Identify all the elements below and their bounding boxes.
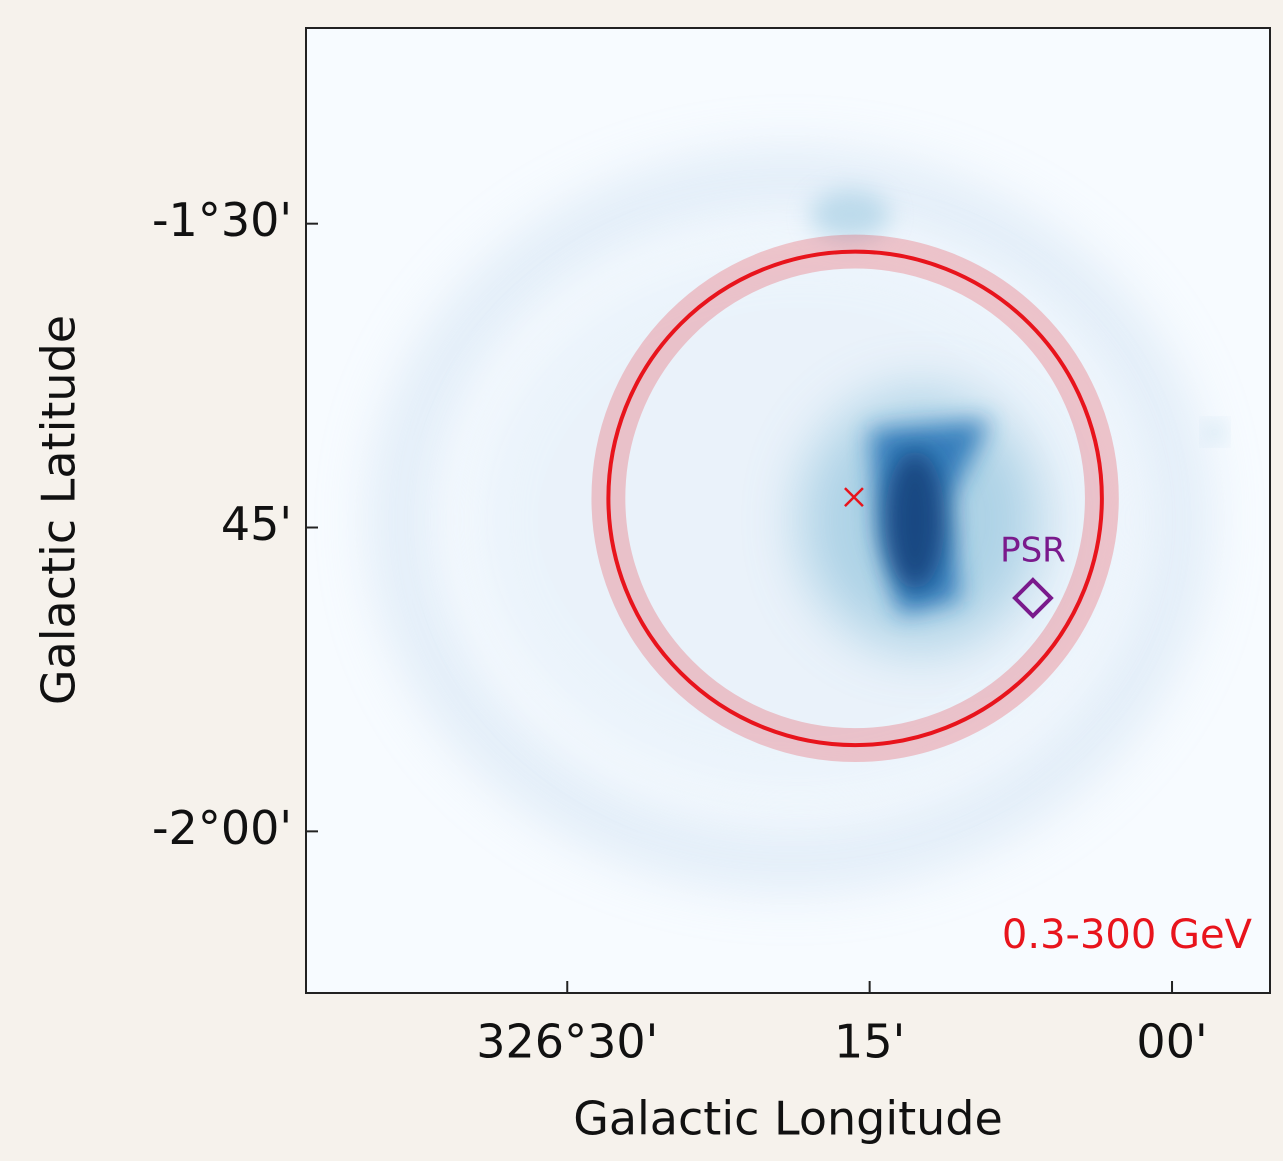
emission-map [375, 155, 1223, 885]
y-tick-label: -1°30' [152, 193, 292, 247]
y-axis-label: Galactic Latitude [32, 315, 86, 705]
energy-label: 0.3-300 GeV [1002, 912, 1253, 958]
x-axis-label: Galactic Longitude [573, 1092, 1003, 1146]
fit-circle [606, 249, 1104, 748]
y-tick-label: 45' [221, 497, 292, 551]
x-tick-label: 15' [834, 1015, 905, 1069]
plot-frame [305, 27, 1271, 994]
pulsar-marker [1012, 577, 1054, 619]
y-tick-label: -2°00' [152, 801, 292, 855]
x-tick-label: 326°30' [476, 1015, 658, 1069]
centroid-cross [844, 487, 864, 508]
pulsar-label: PSR [1000, 531, 1066, 571]
x-tick-label: 00' [1136, 1015, 1207, 1069]
